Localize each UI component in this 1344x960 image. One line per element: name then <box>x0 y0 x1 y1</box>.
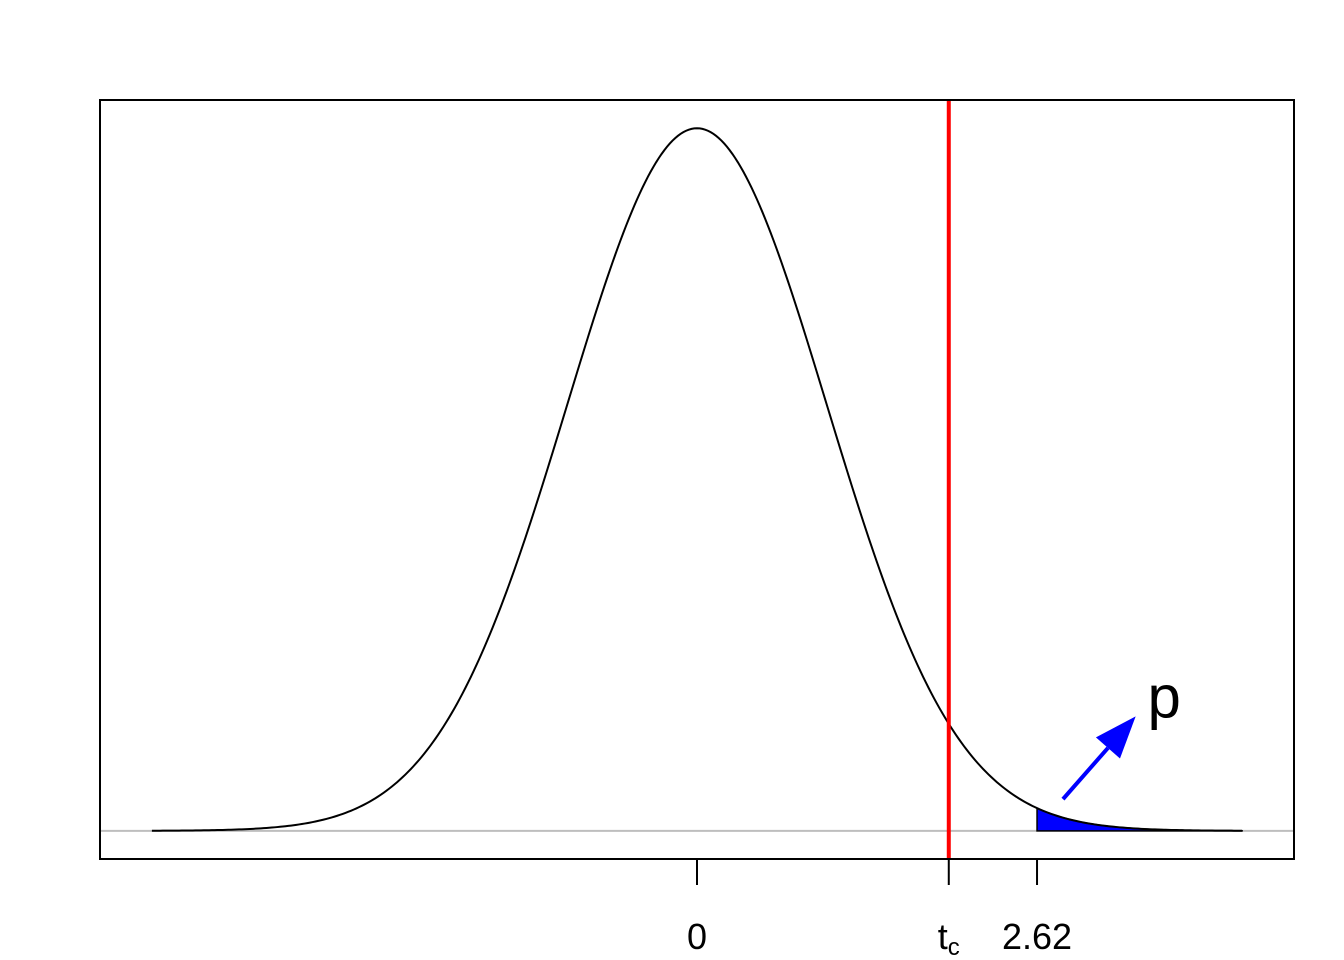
x-axis: 0 tc 2.62 <box>687 859 1072 960</box>
p-arrow-shaft <box>1061 746 1110 801</box>
p-arrow-head <box>1095 716 1136 759</box>
x-tick-label: 0 <box>687 916 707 957</box>
x-tick-label: tc <box>938 916 960 960</box>
x-tick-label: 2.62 <box>1002 916 1072 957</box>
density-curve <box>151 127 1243 832</box>
p-annotation: p <box>1148 664 1181 731</box>
